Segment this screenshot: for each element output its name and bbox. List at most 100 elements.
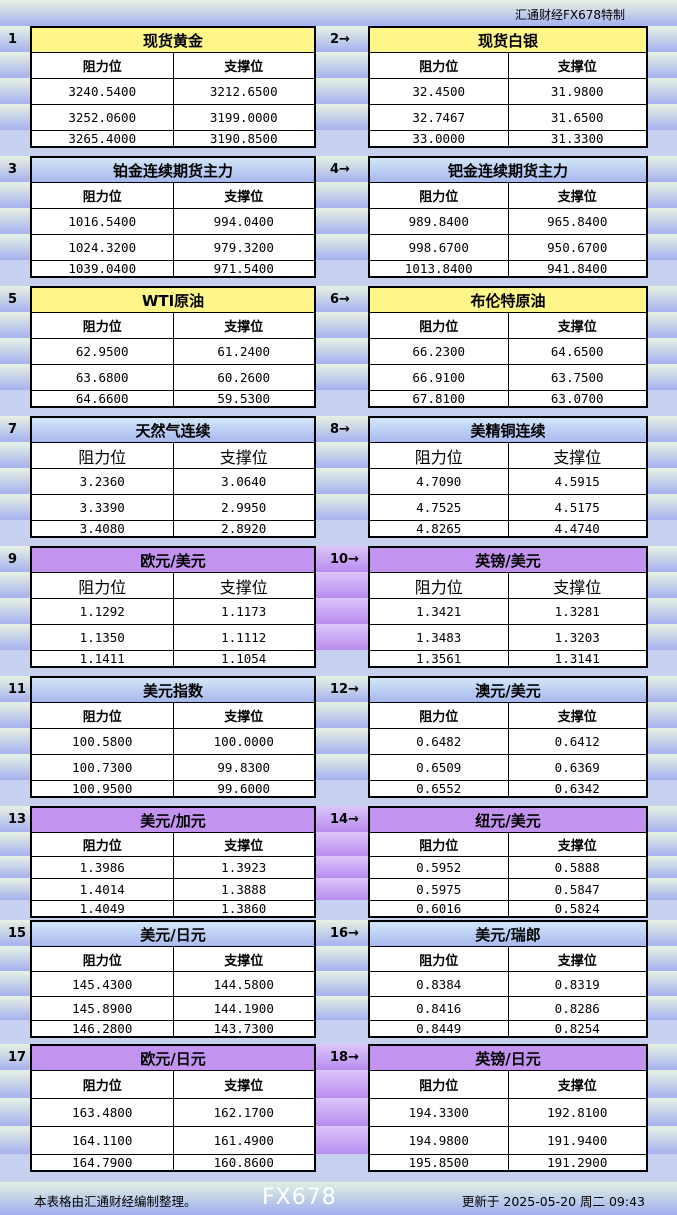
left-table-cells: WTI原油 xyxy=(30,286,316,312)
resistance-value: 1.3986 xyxy=(32,856,173,878)
middle-strip xyxy=(316,996,368,1020)
instrument-title: 美元/加元 xyxy=(32,806,314,832)
right-table-cells: 0.8416 0.8286 xyxy=(368,996,648,1020)
row-number xyxy=(0,234,30,260)
middle-strip xyxy=(316,971,368,996)
middle-strip xyxy=(316,104,368,130)
instrument-title: 澳元/美元 xyxy=(370,676,646,702)
support-header: 支撑位 xyxy=(507,946,646,971)
support-header: 支撑位 xyxy=(172,946,314,971)
left-table-cells: 146.2800 143.7300 xyxy=(30,1020,316,1038)
right-table-cells: 阻力位 支撑位 xyxy=(368,946,648,971)
left-table-cells: 阻力位 支撑位 xyxy=(30,442,316,468)
table-row: 1.4014 1.3888 0.5975 0.5847 xyxy=(0,878,677,900)
middle-strip xyxy=(316,338,368,364)
resistance-value: 100.5800 xyxy=(32,728,173,754)
brand-title: 汇通财经FX678特制 xyxy=(514,8,625,22)
resistance-value: 146.2800 xyxy=(32,1020,173,1038)
resistance-value: 1.1292 xyxy=(32,598,173,624)
middle-strip xyxy=(316,78,368,104)
right-strip xyxy=(648,702,677,728)
resistance-value: 1.4014 xyxy=(32,878,173,900)
block-header-row: 13 美元/加元 14→ 纽元/美元 xyxy=(0,806,677,832)
row-number xyxy=(0,702,30,728)
left-table-cells: 1.1411 1.1054 xyxy=(30,650,316,668)
right-strip xyxy=(648,1070,677,1098)
instrument-title: 钯金连续期货主力 xyxy=(370,156,646,182)
right-table-cells: 4.7525 4.5175 xyxy=(368,494,648,520)
middle-strip xyxy=(316,364,368,390)
resistance-value: 33.0000 xyxy=(370,130,508,148)
row-number xyxy=(0,78,30,104)
left-table-cells: 美元/日元 xyxy=(30,920,316,946)
left-table-cells: 阻力位 支撑位 xyxy=(30,946,316,971)
middle-strip xyxy=(316,468,368,494)
support-value: 2.8920 xyxy=(172,520,314,538)
support-value: 144.5800 xyxy=(172,971,314,996)
middle-strip: 14→ xyxy=(316,806,368,832)
left-table-cells: 阻力位 支撑位 xyxy=(30,52,316,78)
middle-strip xyxy=(316,702,368,728)
column-header-row: 阻力位 支撑位 阻力位 支撑位 xyxy=(0,312,677,338)
block-header-row: 7 天然气连续 8→ 美精铜连续 xyxy=(0,416,677,442)
left-table-cells: 阻力位 支撑位 xyxy=(30,572,316,598)
block-header-row: 1 现货黄金 2→ 现货白银 xyxy=(0,26,677,52)
middle-strip: 10→ xyxy=(316,546,368,572)
resistance-header: 阻力位 xyxy=(370,442,508,468)
table-row: 163.4800 162.1700 194.3300 192.8100 xyxy=(0,1098,677,1126)
resistance-value: 1.4049 xyxy=(32,900,173,918)
row-number xyxy=(0,946,30,971)
resistance-header: 阻力位 xyxy=(370,832,508,856)
middle-strip: 4→ xyxy=(316,156,368,182)
right-table-cells: 4.7090 4.5915 xyxy=(368,468,648,494)
right-strip xyxy=(648,971,677,996)
row-number xyxy=(0,878,30,900)
right-strip xyxy=(648,78,677,104)
left-table-cells: 164.7900 160.8600 xyxy=(30,1154,316,1172)
resistance-value: 1016.5400 xyxy=(32,208,173,234)
left-table-cells: 美元指数 xyxy=(30,676,316,702)
left-table-cells: 100.5800 100.0000 xyxy=(30,728,316,754)
left-table-cells: 145.8900 144.1900 xyxy=(30,996,316,1020)
footer: 本表格由汇通财经编制整理。 FX678 更新于 2025-05-20 周二 09… xyxy=(0,1182,677,1215)
block-header-row: 5 WTI原油 6→ 布伦特原油 xyxy=(0,286,677,312)
left-table-cells: 阻力位 支撑位 xyxy=(30,702,316,728)
support-value: 31.9800 xyxy=(507,78,646,104)
support-value: 59.5300 xyxy=(172,390,314,408)
instrument-title: 欧元/美元 xyxy=(32,546,314,572)
support-value: 3190.8500 xyxy=(172,130,314,148)
left-table-cells: 100.7300 99.8300 xyxy=(30,754,316,780)
right-strip xyxy=(648,494,677,520)
resistance-value: 1.3561 xyxy=(370,650,508,668)
resistance-value: 1013.8400 xyxy=(370,260,508,278)
resistance-value: 194.3300 xyxy=(370,1098,508,1126)
middle-strip xyxy=(316,312,368,338)
resistance-header: 阻力位 xyxy=(370,182,508,208)
right-table-cells: 阻力位 支撑位 xyxy=(368,702,648,728)
left-table-cells: 1039.0400 971.5400 xyxy=(30,260,316,278)
support-header: 支撑位 xyxy=(507,312,646,338)
footer-note: 本表格由汇通财经编制整理。 xyxy=(34,1194,197,1209)
support-value: 4.5175 xyxy=(507,494,646,520)
instrument-title: 现货黄金 xyxy=(32,26,314,52)
resistance-header: 阻力位 xyxy=(32,182,173,208)
support-value: 1.1054 xyxy=(172,650,314,668)
right-table-cells: 1013.8400 941.8400 xyxy=(368,260,648,278)
table-row: 100.5800 100.0000 0.6482 0.6412 xyxy=(0,728,677,754)
resistance-header: 阻力位 xyxy=(32,702,173,728)
resistance-value: 1.3421 xyxy=(370,598,508,624)
right-strip xyxy=(648,856,677,878)
resistance-value: 0.5975 xyxy=(370,878,508,900)
table-row: 164.1100 161.4900 194.9800 191.9400 xyxy=(0,1126,677,1154)
resistance-value: 3240.5400 xyxy=(32,78,173,104)
support-value: 4.5915 xyxy=(507,468,646,494)
support-value: 160.8600 xyxy=(172,1154,314,1172)
left-table-cells: 阻力位 支撑位 xyxy=(30,182,316,208)
table-row: 3240.5400 3212.6500 32.4500 31.9800 xyxy=(0,78,677,104)
resistance-value: 32.7467 xyxy=(370,104,508,130)
right-table-cells: 66.2300 64.6500 xyxy=(368,338,648,364)
right-table-cells: 195.8500 191.2900 xyxy=(368,1154,648,1172)
support-value: 0.6342 xyxy=(507,780,646,798)
middle-strip xyxy=(316,494,368,520)
resistance-header: 阻力位 xyxy=(370,946,508,971)
